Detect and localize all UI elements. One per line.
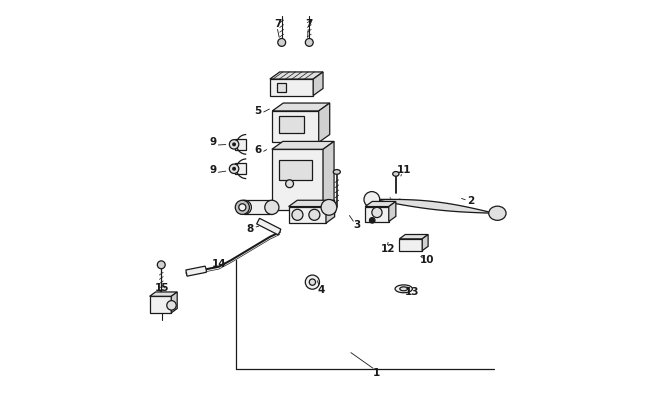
Ellipse shape [239,204,246,211]
Ellipse shape [400,287,408,291]
Bar [244,200,272,214]
Text: 12: 12 [381,244,395,254]
FancyArrow shape [186,266,206,276]
Bar [279,116,304,134]
Text: 9: 9 [209,165,216,175]
Text: 7: 7 [274,19,281,29]
Polygon shape [289,200,335,207]
Bar [279,160,312,180]
Ellipse shape [306,38,313,46]
Ellipse shape [489,206,506,220]
Text: 5: 5 [254,106,262,116]
Text: 10: 10 [420,256,435,265]
Bar [399,239,422,251]
Bar [278,83,286,92]
Bar [150,296,172,313]
Bar [272,149,323,210]
Polygon shape [365,201,396,207]
Polygon shape [323,141,334,210]
Polygon shape [150,292,177,296]
Bar [323,203,335,212]
Polygon shape [272,103,330,111]
Polygon shape [272,141,334,149]
Text: 4: 4 [317,285,325,295]
Ellipse shape [306,275,320,289]
Text: 13: 13 [404,287,419,297]
Polygon shape [313,72,323,96]
Polygon shape [422,235,428,251]
Bar [270,79,313,96]
Bar [235,139,246,150]
Ellipse shape [265,200,279,214]
Ellipse shape [292,209,303,220]
Ellipse shape [232,142,236,146]
Bar [365,207,389,222]
Ellipse shape [321,199,337,215]
Ellipse shape [278,38,285,46]
Ellipse shape [309,209,320,220]
Polygon shape [270,72,323,79]
Text: 2: 2 [467,196,474,207]
Text: 14: 14 [211,260,226,269]
Bar [272,111,318,142]
Polygon shape [389,201,396,222]
Polygon shape [399,235,428,239]
Ellipse shape [372,207,382,218]
Ellipse shape [395,285,412,293]
Ellipse shape [393,171,399,176]
Polygon shape [318,103,330,142]
Ellipse shape [167,301,176,310]
Bar [235,163,246,174]
FancyArrow shape [257,218,281,235]
Ellipse shape [237,200,252,214]
Text: 9: 9 [209,137,216,147]
Ellipse shape [309,279,315,285]
Text: 11: 11 [396,165,411,175]
Ellipse shape [333,169,341,174]
Ellipse shape [364,192,380,207]
Ellipse shape [157,261,165,269]
Polygon shape [374,199,494,213]
Ellipse shape [229,140,239,149]
Bar [289,207,326,223]
Text: 8: 8 [246,224,254,234]
Polygon shape [326,200,335,223]
Polygon shape [172,292,177,313]
Ellipse shape [285,180,294,188]
Ellipse shape [232,167,236,171]
Ellipse shape [369,218,375,223]
Text: 3: 3 [353,220,360,230]
Ellipse shape [235,200,250,214]
Ellipse shape [229,164,239,173]
Text: 1: 1 [372,368,380,378]
Text: 15: 15 [155,283,169,293]
Text: 6: 6 [254,145,262,155]
Text: 7: 7 [306,19,313,29]
